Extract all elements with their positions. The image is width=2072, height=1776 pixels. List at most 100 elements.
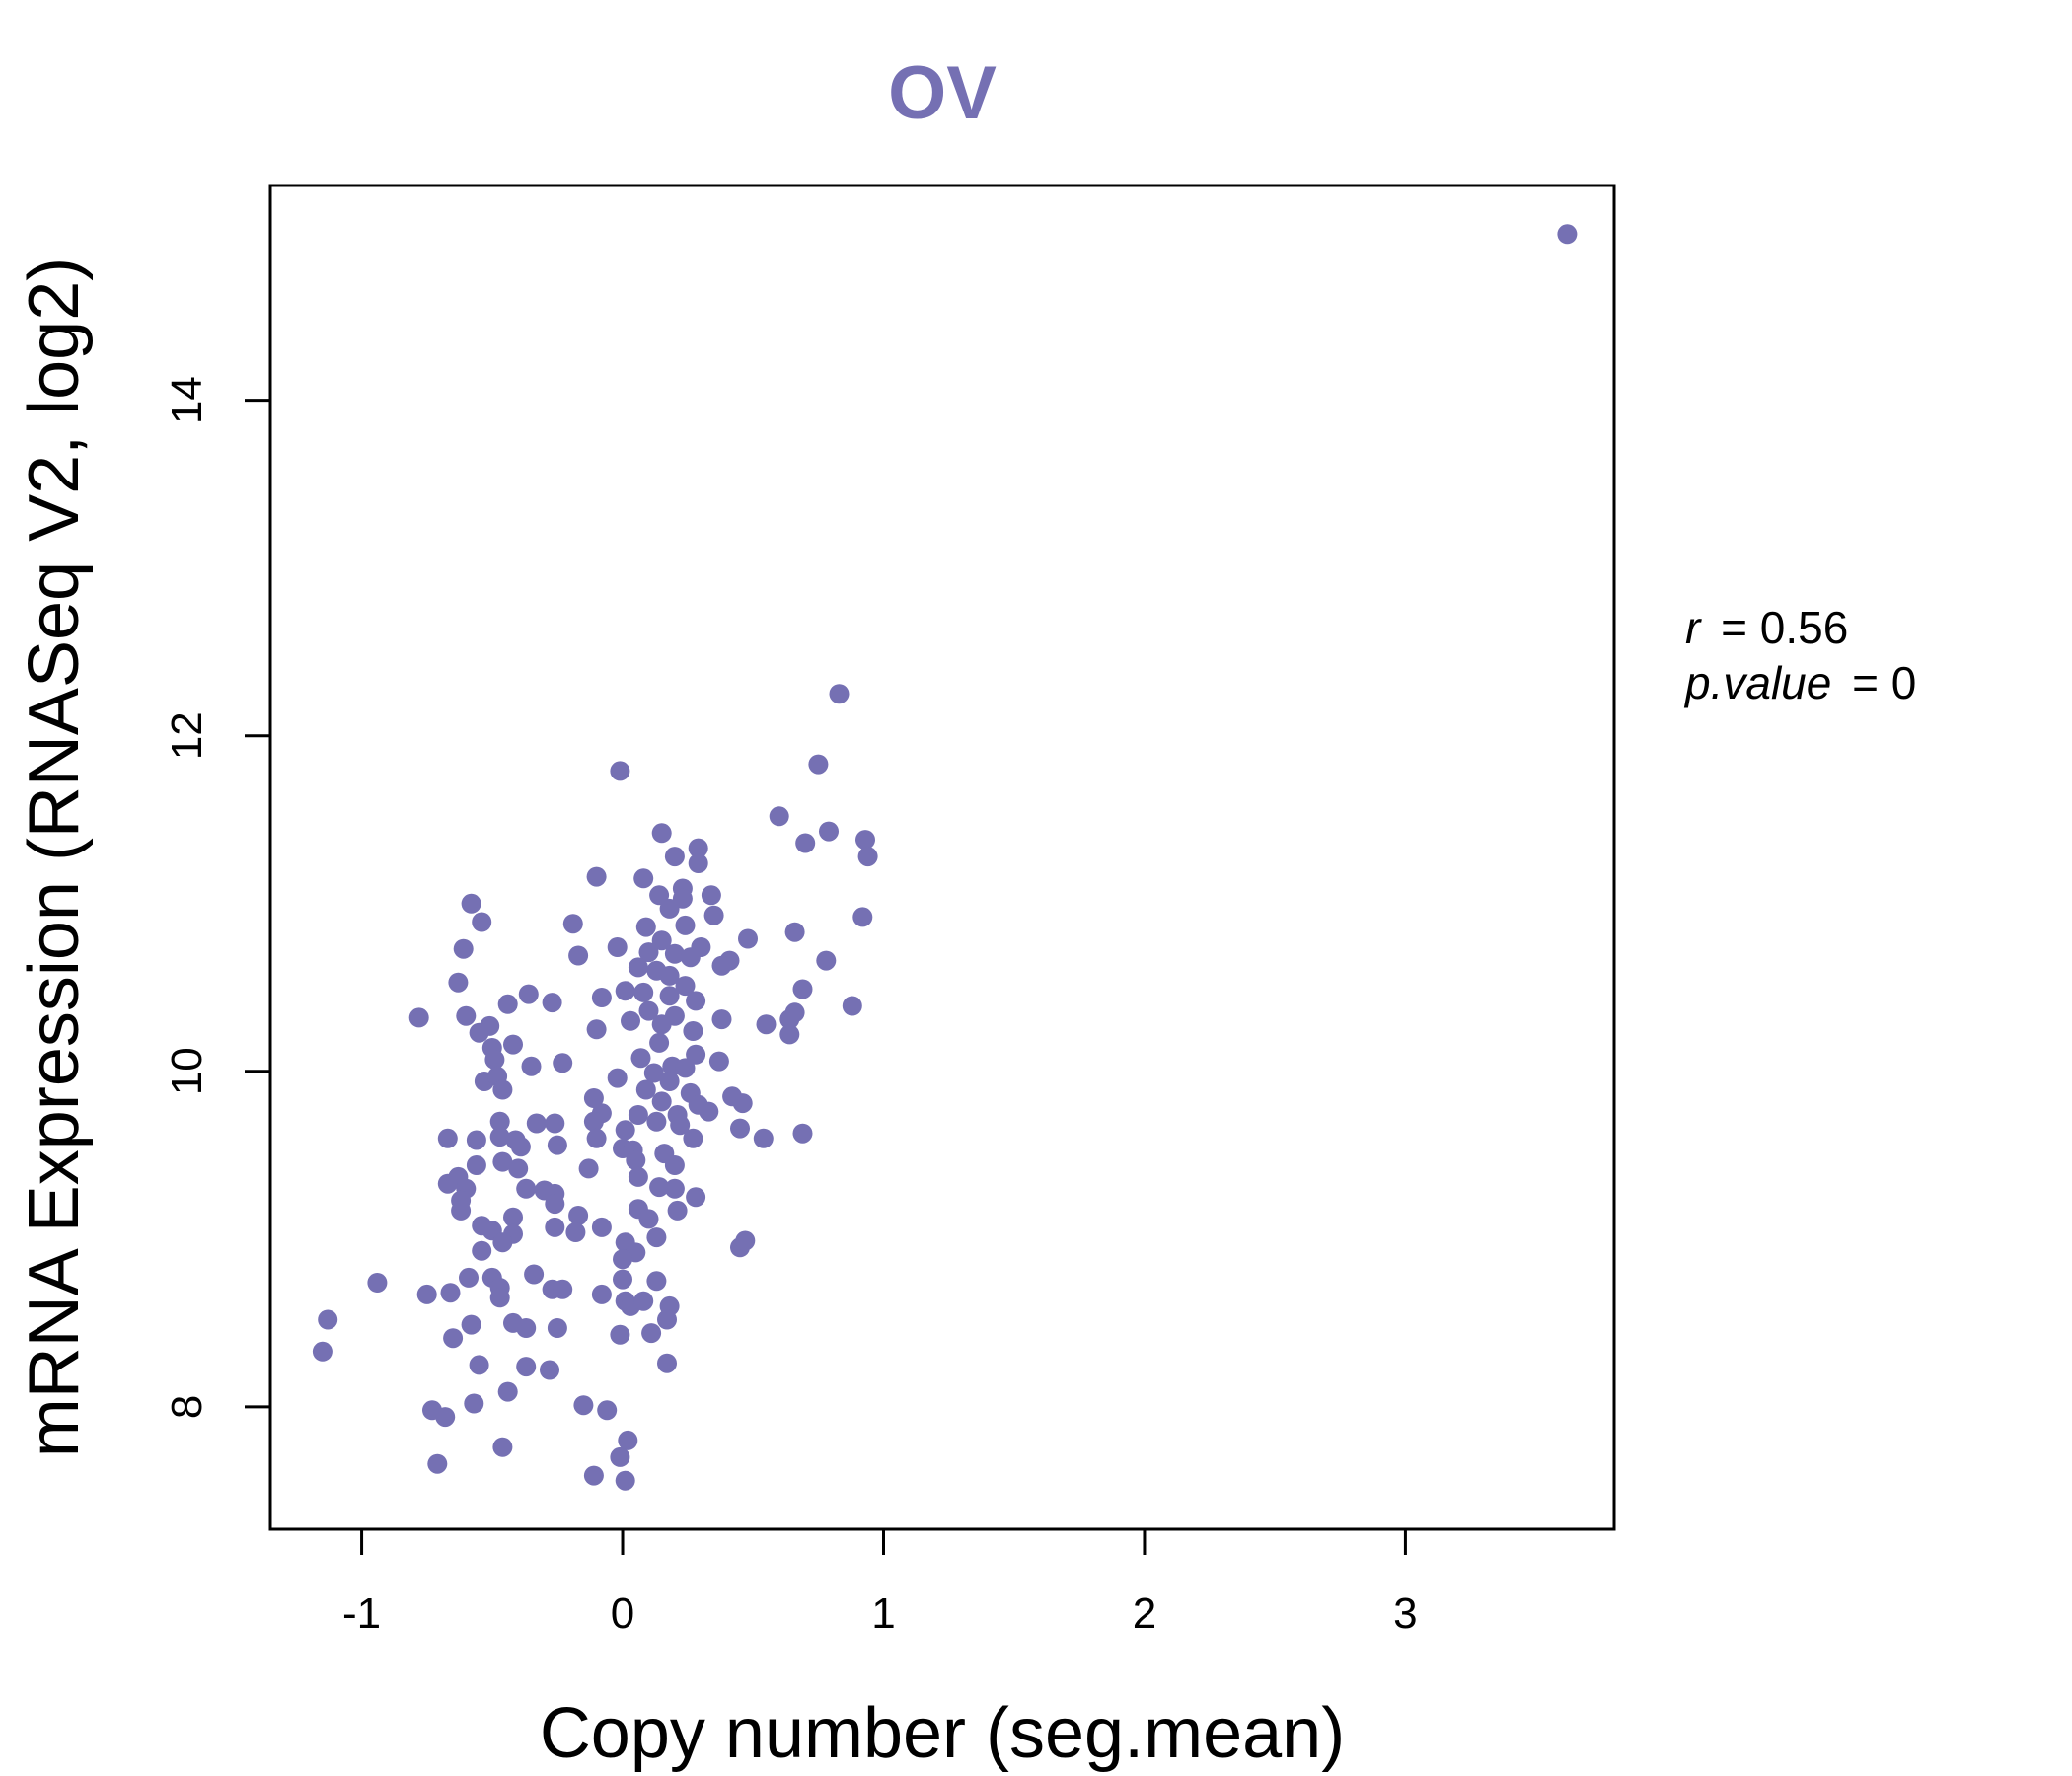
- data-point: [816, 950, 837, 971]
- x-tick-label: 3: [1393, 1590, 1417, 1638]
- data-point: [613, 1249, 632, 1270]
- data-point: [784, 922, 805, 942]
- data-point: [738, 928, 758, 949]
- y-tick-label: 14: [163, 376, 211, 424]
- data-point: [583, 1111, 604, 1132]
- data-point: [628, 1105, 648, 1125]
- data-point: [540, 1360, 559, 1380]
- data-point: [649, 1177, 670, 1198]
- data-point: [459, 1267, 479, 1288]
- data-point: [518, 984, 539, 1004]
- data-point: [489, 1288, 510, 1308]
- data-point: [701, 885, 721, 906]
- data-point: [526, 1113, 547, 1134]
- p-label: p.value: [1683, 657, 1831, 708]
- data-point: [461, 893, 481, 914]
- data-point: [649, 885, 670, 906]
- data-point: [591, 988, 612, 1007]
- data-point: [440, 1283, 461, 1303]
- data-point: [753, 1128, 774, 1148]
- data-point: [686, 991, 706, 1011]
- data-point: [686, 1044, 706, 1065]
- data-point: [489, 1111, 510, 1132]
- data-point: [435, 1407, 456, 1428]
- data-point: [651, 1014, 672, 1035]
- data-point: [628, 1166, 648, 1187]
- points-layer: [312, 224, 1578, 1491]
- data-point: [659, 898, 680, 919]
- data-point: [683, 1021, 703, 1041]
- data-point: [635, 917, 656, 937]
- data-point: [779, 1024, 800, 1045]
- data-point: [547, 1318, 567, 1338]
- data-point: [437, 1173, 458, 1194]
- data-point: [643, 1063, 664, 1083]
- data-point: [708, 1051, 729, 1072]
- data-point: [586, 1019, 607, 1040]
- data-point: [547, 1135, 567, 1155]
- data-point: [795, 833, 816, 853]
- data-point: [492, 1079, 513, 1100]
- data-point: [461, 1314, 481, 1335]
- data-point: [451, 1200, 472, 1221]
- data-point: [562, 914, 583, 934]
- data-point: [711, 955, 732, 976]
- data-point: [318, 1309, 338, 1330]
- r-value: 0.56: [1760, 602, 1849, 653]
- data-point: [664, 943, 685, 964]
- y-tick-label: 12: [163, 711, 211, 760]
- data-point: [628, 957, 648, 978]
- data-point: [641, 1323, 662, 1344]
- data-point: [416, 1284, 437, 1304]
- data-point: [730, 1118, 750, 1139]
- data-point: [756, 1014, 777, 1035]
- data-point: [659, 986, 680, 1006]
- data-point: [651, 823, 672, 844]
- data-point: [597, 1400, 618, 1421]
- data-point: [675, 976, 696, 997]
- data-point: [503, 1207, 523, 1227]
- data-point: [591, 1284, 612, 1304]
- data-point: [688, 838, 708, 858]
- y-axis-title: mRNA Expression (RNASeq V2, log2): [15, 258, 94, 1457]
- data-point: [456, 1005, 477, 1026]
- data-point: [659, 1072, 680, 1091]
- data-point: [573, 1395, 594, 1416]
- data-point: [646, 1111, 667, 1132]
- data-point: [586, 1128, 607, 1148]
- data-point: [703, 905, 724, 925]
- data-point: [610, 761, 630, 781]
- data-point: [732, 1093, 753, 1114]
- data-point: [664, 1155, 685, 1175]
- data-point: [664, 847, 685, 867]
- data-point: [670, 1115, 691, 1136]
- data-point: [808, 754, 829, 775]
- data-point: [469, 1355, 489, 1375]
- data-point: [651, 930, 672, 951]
- data-point: [615, 1470, 635, 1491]
- data-point: [583, 1088, 604, 1108]
- data-point: [516, 1357, 537, 1377]
- data-point: [675, 915, 696, 935]
- p-stat: p.value = 0: [1683, 657, 1916, 708]
- p-value: 0: [1891, 657, 1917, 708]
- data-point: [633, 1291, 654, 1311]
- data-point: [675, 1058, 696, 1078]
- y-tick-label: 8: [163, 1395, 211, 1419]
- data-point: [626, 1149, 646, 1170]
- data-point: [510, 1137, 531, 1157]
- data-point: [779, 1009, 800, 1030]
- data-point: [545, 1113, 565, 1134]
- data-point: [735, 1230, 756, 1251]
- data-point: [443, 1328, 464, 1349]
- data-point: [852, 907, 873, 927]
- data-point: [615, 981, 635, 1001]
- data-point: [578, 1158, 599, 1179]
- x-tick-label: 1: [871, 1590, 895, 1638]
- data-point: [367, 1273, 388, 1293]
- data-point: [508, 1158, 529, 1179]
- data-point: [607, 937, 628, 957]
- data-point: [711, 1009, 732, 1030]
- data-point: [497, 1381, 518, 1402]
